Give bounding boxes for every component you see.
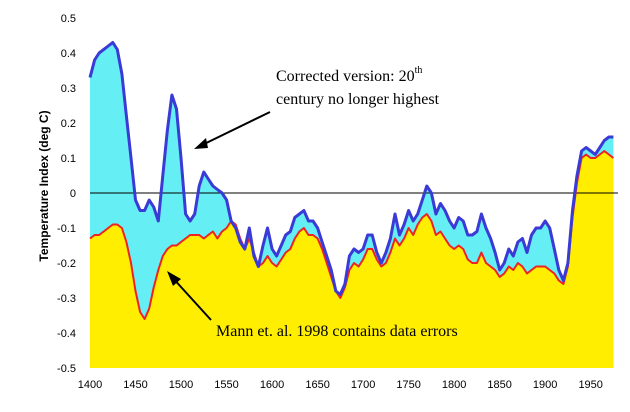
x-tick-label: 1450	[123, 379, 147, 391]
y-tick-label: 0	[70, 188, 76, 200]
x-tick-label: 1750	[396, 379, 420, 391]
y-axis-label: Temperature Index (deg C)	[37, 110, 51, 261]
mann-series-line	[89, 150, 615, 320]
x-axis-ticks: 1400 1450 1500 1550 1600 1650 1700 1750 1800 1850…	[78, 379, 603, 391]
x-tick-label: 1700	[351, 379, 375, 391]
y-tick-label: -0.1	[57, 223, 76, 235]
y-tick-label: 0.5	[61, 13, 76, 25]
y-tick-label: -0.5	[57, 363, 76, 375]
annotation-mann-arrow	[170, 275, 212, 321]
x-tick-label: 1650	[305, 379, 329, 391]
x-tick-label: 1900	[533, 379, 557, 391]
annotation-corrected: Corrected version: 20th century no longe…	[194, 65, 440, 149]
x-tick-label: 1550	[214, 379, 238, 391]
y-axis-ticks: 0.5 0.4 0.3 0.2 0.1 0 -0.1 -0.2 -0.3 -0.4 -0.5	[57, 13, 76, 375]
y-tick-label: 0.1	[61, 153, 76, 165]
x-tick-label: 1850	[487, 379, 511, 391]
annotation-mann-text: Mann et. al. 1998 contains data errors	[216, 323, 458, 340]
mann-area-fill-overlay	[90, 151, 614, 368]
plot-area	[88, 41, 618, 368]
x-tick-label: 1800	[442, 379, 466, 391]
x-tick-label: 1400	[78, 379, 102, 391]
corrected-series-line	[88, 41, 614, 296]
y-tick-label: 0.4	[61, 48, 76, 60]
annotation-mann-arrowhead	[167, 271, 181, 286]
y-tick-label: -0.4	[57, 328, 76, 340]
annotation-corrected-arrowhead	[194, 138, 208, 149]
annotation-mann: Mann et. al. 1998 contains data errors	[167, 271, 458, 340]
annotation-corrected-line2: century no longer highest	[276, 91, 440, 108]
annotation-corrected-line1: Corrected version: 20	[276, 68, 415, 85]
y-tick-label: 0.2	[61, 118, 76, 130]
x-tick-label: 1950	[578, 379, 602, 391]
x-tick-label: 1500	[169, 379, 193, 391]
annotation-corrected-text: Corrected version: 20th	[276, 65, 422, 85]
y-tick-label: -0.3	[57, 293, 76, 305]
annotation-corrected-sup: th	[415, 65, 423, 76]
x-tick-label: 1600	[260, 379, 284, 391]
y-tick-label: 0.3	[61, 83, 76, 95]
annotation-corrected-arrow	[197, 111, 271, 148]
y-tick-label: -0.2	[57, 258, 76, 270]
